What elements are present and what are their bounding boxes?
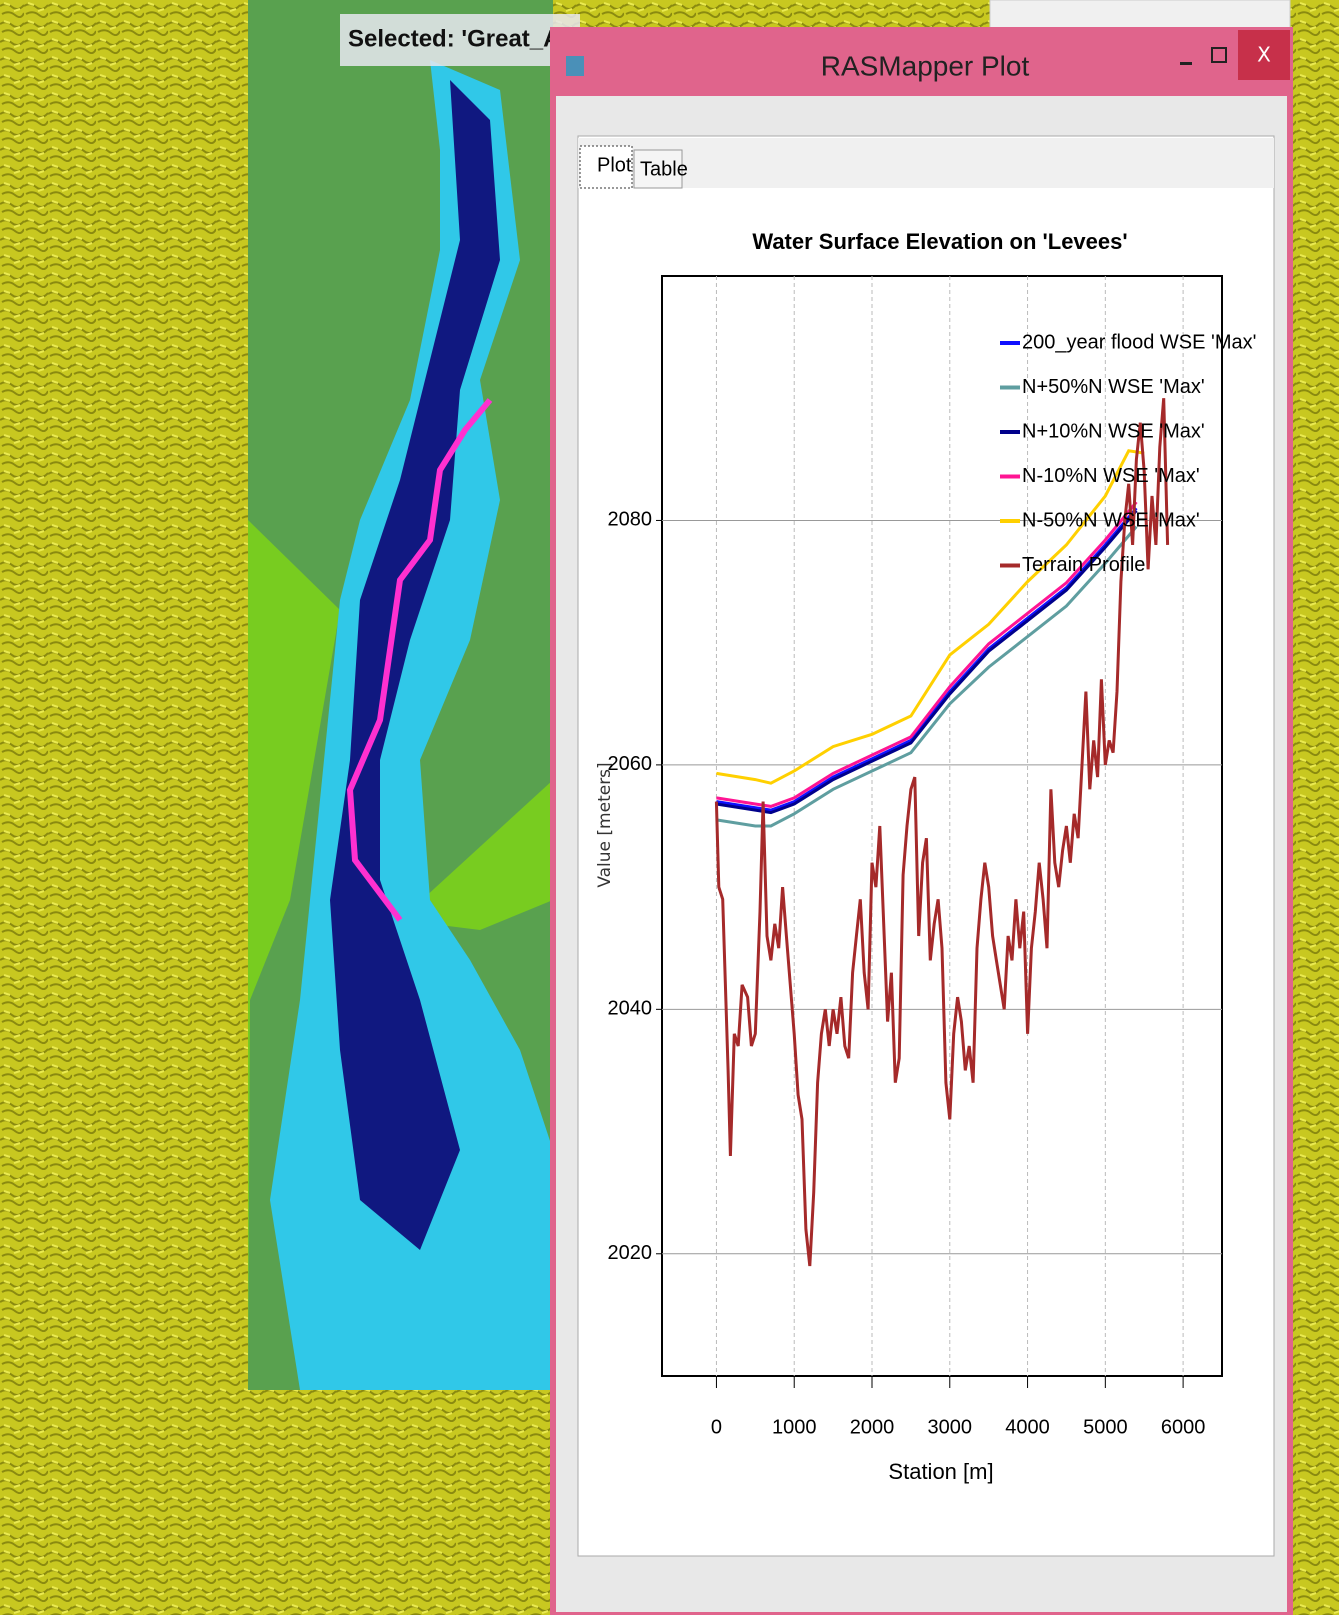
x-tick-label: 2000 (850, 1416, 895, 1438)
window-title: RASMapper Plot (821, 50, 1030, 81)
x-axis-label: Station [m] (888, 1459, 993, 1484)
chart-title: Water Surface Elevation on 'Levees' (752, 229, 1127, 254)
close-label[interactable]: X (1257, 43, 1271, 67)
x-tick-label: 6000 (1161, 1416, 1206, 1438)
legend-label: N-50%N WSE 'Max' (1022, 509, 1200, 531)
y-tick-label: 2080 (608, 509, 653, 531)
legend-label: Terrain Profile (1022, 554, 1145, 576)
legend-label: N+50%N WSE 'Max' (1022, 376, 1205, 398)
tab-table-label[interactable]: Table (640, 158, 688, 180)
minimize-button[interactable] (1180, 62, 1192, 65)
y-tick-label: 2060 (608, 753, 653, 775)
y-tick-label: 2020 (608, 1242, 653, 1264)
app-icon (566, 56, 584, 76)
legend-label: N-10%N WSE 'Max' (1022, 465, 1200, 487)
y-axis-label: Value [meters] (595, 762, 615, 887)
x-tick-label: 3000 (928, 1416, 973, 1438)
screen: Selected: 'Great_Akaki ri RASMapper Plot… (0, 0, 1339, 1615)
tab-plot-label[interactable]: Plot (597, 154, 632, 176)
y-tick-label: 2040 (608, 998, 653, 1020)
x-tick-label: 4000 (1005, 1416, 1050, 1438)
legend-label: 200_year flood WSE 'Max' (1022, 331, 1256, 353)
x-tick-label: 1000 (772, 1416, 817, 1438)
legend-label: N+10%N WSE 'Max' (1022, 420, 1205, 442)
page: {"map": {"selected_label": "Selected: 'G… (0, 0, 1339, 1615)
x-tick-label: 5000 (1083, 1416, 1128, 1438)
x-tick-label: 0 (711, 1416, 722, 1438)
